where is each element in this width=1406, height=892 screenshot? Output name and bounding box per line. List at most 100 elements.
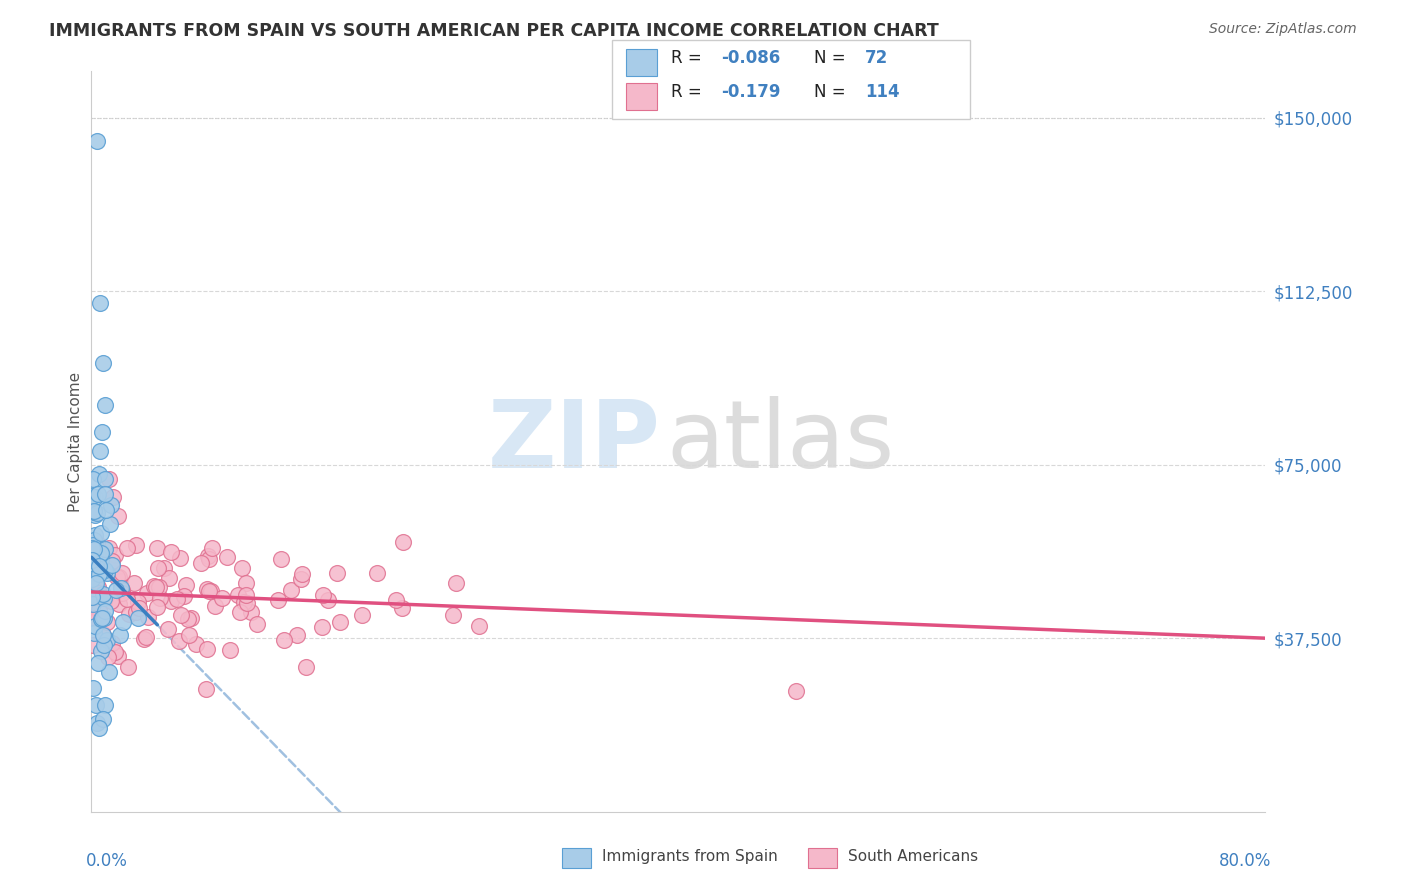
Point xyxy=(266,593,288,607)
Point xyxy=(785,684,807,698)
Point xyxy=(83,626,105,640)
Point xyxy=(83,590,105,604)
Point xyxy=(173,589,195,603)
Point xyxy=(84,560,107,574)
Point xyxy=(198,584,221,599)
Point xyxy=(157,571,180,585)
Point xyxy=(111,615,134,629)
Point xyxy=(93,698,115,713)
Point xyxy=(184,637,207,651)
Point xyxy=(82,681,104,695)
Point xyxy=(94,487,117,501)
Point xyxy=(108,628,131,642)
Point xyxy=(318,592,340,607)
Point xyxy=(94,604,117,618)
Point xyxy=(107,570,129,584)
Point xyxy=(180,610,202,624)
Point xyxy=(98,471,121,485)
Point xyxy=(84,534,107,549)
Point xyxy=(218,642,240,657)
Point xyxy=(197,549,219,563)
Point xyxy=(148,580,170,594)
Point xyxy=(235,575,257,590)
Point xyxy=(142,579,165,593)
Point xyxy=(177,612,200,626)
Text: 80.0%: 80.0% xyxy=(1219,853,1271,871)
Point xyxy=(226,588,249,602)
Point xyxy=(86,536,108,550)
Point xyxy=(100,498,122,512)
Point xyxy=(87,611,110,625)
Point xyxy=(108,574,131,589)
Text: Immigrants from Spain: Immigrants from Spain xyxy=(602,849,778,863)
Point xyxy=(83,504,105,518)
Point xyxy=(90,644,112,658)
Point xyxy=(87,657,110,671)
Point xyxy=(135,585,157,599)
Point xyxy=(104,582,127,597)
Point xyxy=(200,584,222,599)
Text: R =: R = xyxy=(671,83,707,101)
Text: 72: 72 xyxy=(865,49,889,67)
Point xyxy=(87,467,110,481)
Point xyxy=(82,638,104,652)
Point xyxy=(246,617,269,632)
Point xyxy=(83,582,105,597)
Point xyxy=(84,548,107,562)
Point xyxy=(146,561,169,575)
Point xyxy=(89,443,111,458)
Point xyxy=(294,660,316,674)
Point xyxy=(83,505,105,519)
Point xyxy=(273,632,295,647)
Point xyxy=(87,582,110,597)
Point xyxy=(84,563,107,577)
Point xyxy=(153,561,176,575)
Point xyxy=(233,595,256,609)
Point xyxy=(96,633,118,648)
Point xyxy=(110,583,132,598)
Point xyxy=(84,527,107,541)
Y-axis label: Per Capita Income: Per Capita Income xyxy=(67,371,83,512)
Point xyxy=(211,591,233,605)
Point xyxy=(127,611,149,625)
Point xyxy=(468,618,491,632)
Text: -0.179: -0.179 xyxy=(721,83,780,101)
Point xyxy=(82,566,104,580)
Point xyxy=(444,576,467,591)
Point xyxy=(90,425,112,440)
Point xyxy=(87,602,110,616)
Point xyxy=(82,472,104,486)
Point xyxy=(82,572,104,586)
Point xyxy=(366,566,388,581)
Point xyxy=(325,566,347,580)
Point xyxy=(127,595,149,609)
Point xyxy=(145,580,167,594)
Point xyxy=(82,597,104,611)
Point xyxy=(97,541,120,555)
Text: IMMIGRANTS FROM SPAIN VS SOUTH AMERICAN PER CAPITA INCOME CORRELATION CHART: IMMIGRANTS FROM SPAIN VS SOUTH AMERICAN … xyxy=(49,22,939,40)
Point xyxy=(104,645,127,659)
Point xyxy=(166,592,188,607)
Point xyxy=(107,508,129,523)
Point xyxy=(90,545,112,559)
Point xyxy=(312,588,335,602)
Point xyxy=(352,608,374,623)
Point xyxy=(146,541,169,555)
Point xyxy=(125,538,148,552)
Point xyxy=(195,682,218,697)
Point xyxy=(82,489,104,503)
Point xyxy=(96,615,118,629)
Point xyxy=(217,549,239,564)
Point xyxy=(93,638,115,652)
Point xyxy=(86,506,108,520)
Point xyxy=(136,610,159,624)
Point xyxy=(89,295,111,310)
Point xyxy=(118,607,141,621)
Text: ZIP: ZIP xyxy=(488,395,661,488)
Point xyxy=(96,566,118,581)
Point xyxy=(169,551,191,566)
Point xyxy=(195,641,218,656)
Text: Source: ZipAtlas.com: Source: ZipAtlas.com xyxy=(1209,22,1357,37)
Point xyxy=(93,628,115,642)
Point xyxy=(87,580,110,594)
